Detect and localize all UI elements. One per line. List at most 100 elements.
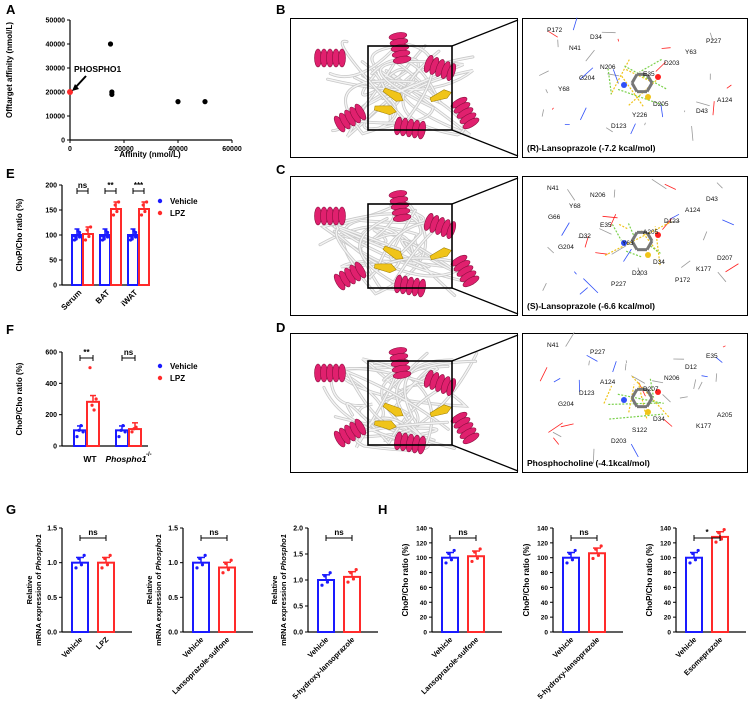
ligand-c-residue-label: D32 [579,233,591,240]
arrow-head [72,84,79,91]
scatter-point [107,41,114,47]
ligand-b-bond [617,38,620,42]
ligand-c-bond [664,183,677,190]
chart-f-vehicle-data-point [123,430,127,434]
ligand-b-bond [696,101,710,107]
protein-c-helix-turn [392,213,412,222]
ligand-d-bond [698,381,703,390]
chart-e-legend-dot [157,210,163,216]
chart-f-lpz-data-point [130,430,134,434]
chart-f-y-tick-label: 600 [45,350,57,357]
chart-e-vehicle-bar [127,234,139,286]
chart-g-ylabel-gene: Phospho1 [34,534,43,570]
protein-b-sheet [429,89,452,103]
chart-g2-y-tick-label: 1.5 [168,526,178,533]
ligand-b-bond [712,101,715,116]
chart-e-legend-label: Vehicle [170,197,198,206]
chart-g-ylabel-line1: Relative [145,576,154,605]
chart-h2-vehicle-bar [562,556,580,634]
chart-g1-treated-bar [97,561,115,634]
ligand-d-bond [588,360,590,366]
chart-h1-y-tick-label: 100 [416,555,427,562]
ligand-d-bond [652,380,664,384]
chart-g3-x-tick-label: Vehicle [306,635,331,660]
ligand-b-interaction [610,59,630,95]
chart-f-lpz-data-point [134,425,138,429]
ligand-d-bond [662,394,671,403]
chart-h2-y-tick-label: 0 [544,630,548,637]
protein-c-helix [314,206,346,226]
ligand-b-interaction [639,58,662,73]
protein-d-helix-turn [338,363,346,383]
ligand-b-bond [726,84,732,89]
protein-c-loop-highlight [332,195,475,297]
ligand-d-ligand-atom [645,409,651,415]
protein-c-helix [450,254,480,288]
chart-h2-vehicle-data-point [570,558,575,562]
chart-h1-y-tick-label: 60 [420,585,428,592]
ligand-c-ligand-atom [645,252,651,258]
y-tick-label-a: 50000 [46,18,66,25]
protein-d-sheet [374,420,397,430]
chart-h2-vehicle-data-point [568,551,572,556]
chart-g2-vehicle-data-point [198,556,202,561]
chart-e-x-tick-label: Serum [59,288,83,312]
protein-d-zoom-line-bottom [451,444,519,472]
ligand-d-residue-label: A205 [717,412,733,419]
ligand-c-residue-label: Y63 [622,240,634,247]
chart-f-y-tick-label: 200 [45,412,57,419]
chart-e-lpz-data-point [113,203,117,207]
ligand-d-bond [701,375,708,378]
chart-g2-y-tick-label: 1.0 [168,560,178,567]
chart-f-x-tick-label: WT [83,454,97,464]
chart-g3-vehicle-data-point [320,583,324,587]
chart-g1-treated-data-point [105,563,110,567]
chart-e-vehicle-data-point [128,234,133,238]
y-tick-label-a: 20000 [46,90,66,97]
ligand-c-bond [583,278,599,294]
ligand-b-residue-label: E35 [643,71,655,78]
ligand-b-residue-label: D34 [590,34,602,41]
ligand-d-bond [693,379,697,390]
chart-g-ylabel-line1: Relative [270,576,279,605]
ligand-c-residue-label: P172 [675,277,691,284]
chart-f-y-tick-label: 0 [53,444,57,451]
chart-e-lpz-data-point [89,225,93,229]
chart-e-vehicle-data-point [74,237,78,241]
chart-f-lpz-data-point [88,366,92,370]
chart-e-lpz-data-point [139,213,144,217]
chart-e-y-tick-label: 150 [45,208,57,215]
chart-e-lpz-data-point [141,203,145,207]
protein-b-helix-turn [392,55,412,64]
ligand-b-bond [661,47,671,49]
chart-g-ylabel-line2: mRNA expression of Phospho1 [34,534,43,646]
chart-g2-vehicle-bar [192,561,210,634]
ligand-c-bond [623,248,632,262]
ligand-b-residue-label: Y68 [558,86,570,93]
ligand-b-interaction [620,75,644,107]
ligand-d-bond [548,422,563,433]
chart-e-vehicle-data-point [76,229,80,233]
chart-g-ylabel-line2: mRNA expression of Phospho1 [279,534,288,646]
chart-g3-treated-bar [343,575,361,634]
chart-h1-y-tick-label: 40 [420,600,428,607]
protein-b-zoom-line-top [451,19,519,47]
ligand-c-bond [669,213,680,220]
protein-b-helix [314,48,346,68]
ligand-b-ligand-atom [645,94,651,100]
chart-g2-y-tick-label: 0.0 [168,630,178,637]
scatter-point [175,99,181,105]
chart-h1-treated-data-point [473,550,477,554]
chart-g3-y-tick-label: 2.0 [293,526,303,533]
chart-h1-y-tick-label: 0 [423,630,427,637]
chart-h2-vehicle-data-point [565,561,569,565]
chart-h1-sig-label: ns [458,528,468,537]
ligand-b-ligand-atom [655,74,661,80]
chart-h2-treated-data-point [596,553,601,557]
chart-e-y-tick-label: 100 [45,233,57,240]
ligand-d-bond [565,332,575,347]
chart-h1-vehicle-data-point [452,548,456,553]
ligand-c-bond [573,271,577,275]
ligand-c-ligand-atom [621,240,627,246]
